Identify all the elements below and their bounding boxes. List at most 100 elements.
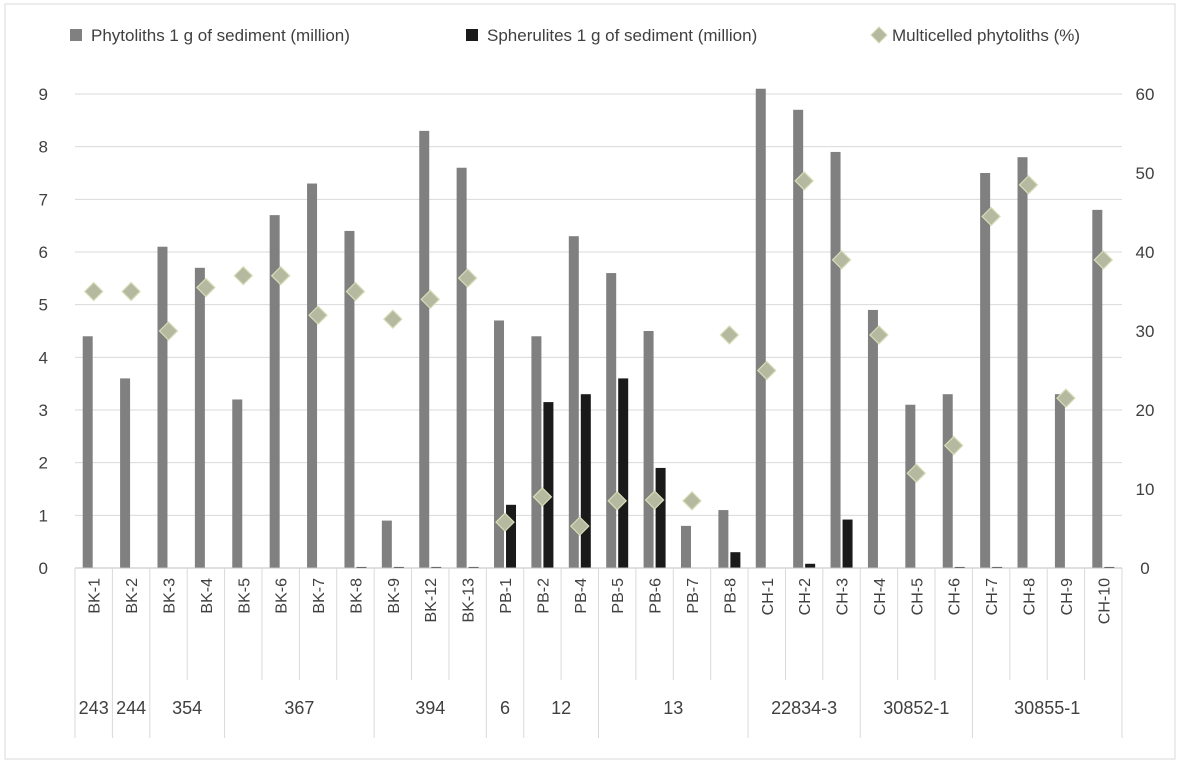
legend-swatch xyxy=(466,29,478,41)
bar-phytoliths xyxy=(494,320,505,568)
marker-multicelled xyxy=(794,171,815,191)
marker-multicelled xyxy=(644,490,665,510)
bar-phytoliths xyxy=(606,273,617,568)
legend-label: Multicelled phytoliths (%) xyxy=(892,26,1080,45)
category-label: PB-5 xyxy=(610,578,627,614)
group-label: 354 xyxy=(172,698,202,718)
right-tick-label: 40 xyxy=(1136,243,1155,262)
bar-phytoliths xyxy=(1092,209,1103,568)
marker-multicelled xyxy=(1018,175,1039,195)
bar-phytoliths xyxy=(381,520,392,568)
category-label: BK-1 xyxy=(87,578,104,614)
left-tick-label: 5 xyxy=(39,296,48,315)
bar-spherulites xyxy=(805,563,816,568)
category-label: BK-13 xyxy=(461,578,478,623)
legend-swatch xyxy=(870,26,888,44)
category-label: PB-7 xyxy=(685,578,702,614)
bar-phytoliths xyxy=(942,394,953,568)
x-axis: BK-1 BK-2 BK-3 BK-4 BK-5 BK-6 BK-7 BK-8 BK-9 BK-1… xyxy=(74,567,1123,738)
bar-phytoliths xyxy=(568,236,579,568)
bar-phytoliths xyxy=(680,525,691,568)
category-label: CH-10 xyxy=(1096,578,1113,624)
left-axis: 0 1 2 3 4 5 6 7 8 9 xyxy=(39,85,48,578)
category-label: BK-7 xyxy=(311,578,328,614)
bar-phytoliths xyxy=(1017,157,1028,568)
bar-spherulites xyxy=(580,394,591,568)
right-tick-label: 10 xyxy=(1136,480,1155,499)
marker-multicelled xyxy=(607,491,628,511)
left-tick-label: 0 xyxy=(39,559,48,578)
legend: Phytoliths 1 g of sediment (million) Sphe… xyxy=(70,26,1080,45)
bar-phytoliths xyxy=(456,167,467,568)
category-label: CH-6 xyxy=(947,578,964,615)
bar-phytoliths xyxy=(194,267,205,568)
marker-multicelled xyxy=(457,268,478,288)
gridlines xyxy=(75,93,1122,516)
marker-multicelled xyxy=(121,281,141,302)
bar-phytoliths xyxy=(755,88,766,568)
bar-phytoliths xyxy=(867,309,878,568)
category-label: BK-2 xyxy=(124,578,141,614)
bar-phytoliths xyxy=(419,130,430,568)
left-tick-label: 9 xyxy=(39,85,48,104)
bar-phytoliths xyxy=(1054,394,1065,568)
bar-phytoliths xyxy=(120,378,131,568)
category-label: BK-12 xyxy=(423,578,440,623)
right-tick-label: 20 xyxy=(1136,401,1155,420)
bar-phytoliths xyxy=(157,246,168,568)
category-label: BK-4 xyxy=(199,578,216,614)
marker-multicelled xyxy=(906,463,927,484)
category-label: CH-5 xyxy=(909,578,926,615)
marker-multicelled xyxy=(83,281,104,302)
left-tick-label: 3 xyxy=(39,401,48,420)
group-label: 244 xyxy=(116,698,146,718)
group-label: 367 xyxy=(284,698,314,718)
category-label: CH-7 xyxy=(984,578,1001,615)
category-label: CH-4 xyxy=(872,578,889,615)
bar-phytoliths xyxy=(980,173,991,568)
marker-multicelled xyxy=(420,289,441,310)
group-label: 22834-3 xyxy=(771,698,837,718)
marker-multicelled xyxy=(308,305,328,326)
group-label: 243 xyxy=(79,698,109,718)
left-tick-label: 1 xyxy=(39,506,48,525)
bars xyxy=(82,88,1115,569)
right-tick-label: 60 xyxy=(1136,85,1155,104)
marker-multicelled xyxy=(943,435,964,456)
bar-phytoliths xyxy=(793,109,804,569)
group-label: 394 xyxy=(415,698,445,718)
left-tick-label: 6 xyxy=(39,243,48,262)
marker-multicelled xyxy=(233,265,254,286)
category-label: PB-1 xyxy=(498,578,515,614)
chart-border xyxy=(4,3,1176,760)
category-label: CH-1 xyxy=(760,578,777,615)
right-tick-label: 50 xyxy=(1136,164,1155,183)
marker-multicelled xyxy=(756,360,777,381)
marker-multicelled xyxy=(1056,388,1076,408)
category-label: BK-3 xyxy=(161,578,178,614)
right-axis: 0 10 20 30 40 50 60 xyxy=(1136,85,1155,578)
marker-multicelled xyxy=(158,321,179,341)
group-label: 6 xyxy=(500,698,510,718)
bar-spherulites xyxy=(842,519,853,568)
marker-multicelled xyxy=(569,516,590,536)
category-label: PB-6 xyxy=(648,578,665,614)
right-tick-label: 0 xyxy=(1140,559,1149,578)
bar-spherulites xyxy=(730,552,741,568)
marker-multicelled xyxy=(1093,250,1114,270)
legend-label: Spherulites 1 g of sediment (million) xyxy=(487,26,757,45)
marker-multicelled xyxy=(532,487,553,507)
left-tick-label: 4 xyxy=(39,348,48,367)
category-label: CH-8 xyxy=(1022,578,1039,615)
category-label: PB-2 xyxy=(535,578,552,614)
category-label: BK-8 xyxy=(348,578,365,614)
markers xyxy=(83,171,1114,536)
right-tick-label: 30 xyxy=(1136,322,1155,341)
marker-multicelled xyxy=(495,512,515,533)
bar-phytoliths xyxy=(307,183,318,569)
left-tick-label: 2 xyxy=(39,454,48,473)
marker-multicelled xyxy=(831,250,852,270)
category-label: PB-8 xyxy=(722,578,739,614)
bar-spherulites xyxy=(655,467,666,568)
group-label: 12 xyxy=(551,698,571,718)
